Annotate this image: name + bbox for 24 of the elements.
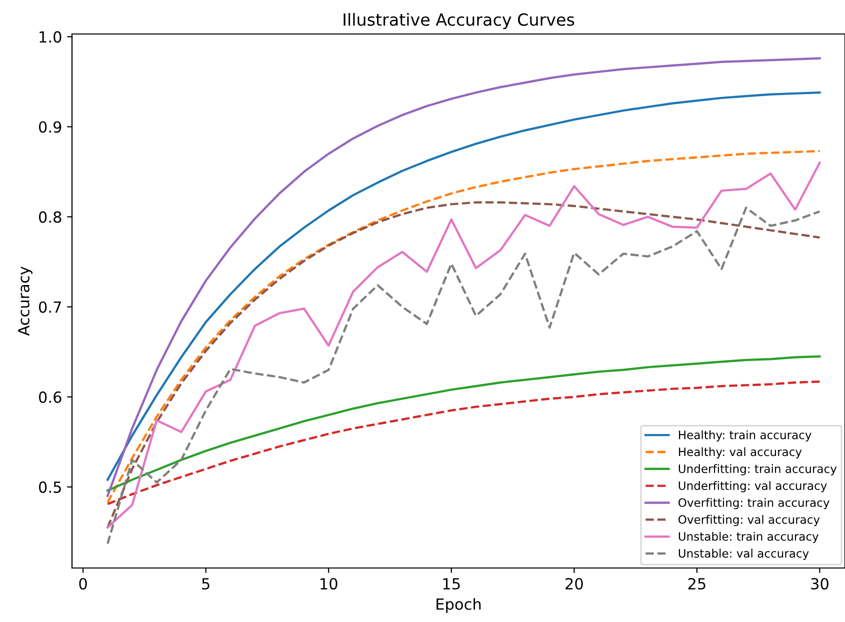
y-tick-label: 0.6	[38, 391, 62, 403]
x-tick-label: 0	[79, 578, 87, 590]
x-tick-label: 15	[443, 578, 460, 590]
x-tick-label: 20	[566, 578, 583, 590]
y-axis-title: Accuracy	[18, 266, 32, 336]
y-tick-label: 0.8	[38, 211, 62, 223]
legend-label: Underfitting: train accuracy	[678, 464, 837, 476]
legend-label: Unstable: val accuracy	[678, 548, 809, 560]
legend-label: Healthy: train accuracy	[678, 430, 812, 442]
legend-label: Overfitting: train accuracy	[678, 498, 830, 510]
x-tick-label: 30	[811, 578, 828, 590]
y-tick-label: 1.0	[40, 31, 62, 43]
legend-label: Overfitting: val accuracy	[678, 514, 820, 526]
legend-label: Underfitting: val accuracy	[678, 481, 827, 492]
x-tick-label: 5	[202, 578, 210, 590]
x-tick-label: 25	[688, 578, 706, 590]
x-axis-title: Epoch	[436, 598, 481, 613]
legend-label: Healthy: val accuracy	[678, 447, 802, 458]
y-tick-label: 0.7	[38, 301, 61, 313]
legend-label: Unstable: train accuracy	[678, 532, 819, 544]
chart-title: Illustrative Accuracy Curves	[344, 13, 574, 30]
y-tick-label: 0.9	[38, 121, 62, 133]
y-tick-label: 0.5	[38, 481, 61, 493]
x-tick-label: 10	[320, 578, 338, 590]
